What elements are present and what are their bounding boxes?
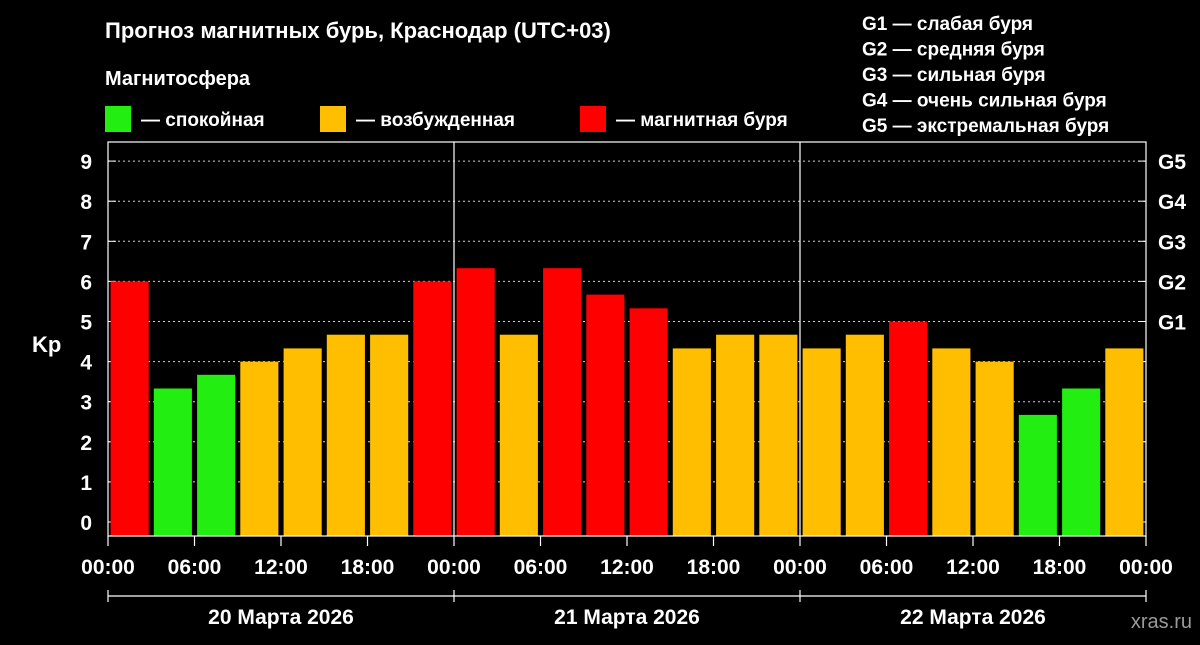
y-tick-label: 0 bbox=[80, 512, 92, 535]
x-tick-label: 00:00 bbox=[1119, 556, 1173, 579]
y-tick-label: 6 bbox=[80, 271, 92, 294]
x-tick-label: 06:00 bbox=[168, 556, 222, 579]
legend-label-storm: — магнитная буря bbox=[616, 110, 788, 131]
plot-area: 0 1 2 3 4 5 6 7 8 9 G1 G2 G3 G4 G5 00:00 06:00 12:00 18:00… bbox=[80, 141, 1186, 629]
bar-11 bbox=[586, 294, 625, 536]
bar-18 bbox=[889, 321, 928, 536]
g-legend-item: G2 — средняя буря bbox=[862, 40, 1045, 61]
y-tick-label: 8 bbox=[80, 191, 92, 214]
legend-swatch-calm bbox=[105, 106, 131, 132]
x-tick-label: 12:00 bbox=[600, 556, 654, 579]
g-tick-label: G2 bbox=[1158, 271, 1186, 294]
x-tick-label: 12:00 bbox=[946, 556, 1000, 579]
g-legend-item: G4 — очень сильная буря bbox=[862, 91, 1107, 112]
g-tick-label: G4 bbox=[1158, 191, 1186, 214]
x-tick-label: 00:00 bbox=[773, 556, 827, 579]
legend-label-calm: — спокойная bbox=[141, 110, 265, 131]
legend-label-excited: — возбужденная bbox=[356, 110, 515, 131]
bar-20 bbox=[975, 361, 1014, 536]
y-tick-label: 7 bbox=[80, 231, 92, 254]
g-legend-item: G5 — экстремальная буря bbox=[862, 116, 1109, 137]
bar-2 bbox=[197, 374, 236, 536]
bar-0 bbox=[110, 281, 149, 536]
bar-8 bbox=[456, 268, 495, 536]
x-tick-label: 18:00 bbox=[341, 556, 395, 579]
g-legend-item: G1 — слабая буря bbox=[862, 14, 1033, 35]
bar-17 bbox=[845, 334, 884, 536]
x-tick-label: 12:00 bbox=[254, 556, 308, 579]
g-legend-item: G3 — сильная буря bbox=[862, 65, 1046, 86]
y-tick-label: 5 bbox=[80, 312, 92, 335]
x-tick-label: 00:00 bbox=[427, 556, 481, 579]
y-axis-label: Kp bbox=[32, 332, 61, 357]
bar-3 bbox=[240, 361, 279, 536]
bar-12 bbox=[629, 308, 668, 536]
chart-title: Прогноз магнитных бурь, Краснодар (UTC+0… bbox=[105, 18, 611, 43]
bar-19 bbox=[932, 348, 971, 536]
state-legend: — спокойная — возбужденная — магнитная бур… bbox=[105, 106, 788, 132]
x-tick-label: 18:00 bbox=[1033, 556, 1087, 579]
day-label: 21 Марта 2026 bbox=[554, 606, 700, 629]
watermark: xras.ru bbox=[1131, 611, 1192, 633]
bar-9 bbox=[499, 334, 538, 536]
g-scale-legend: G1 — слабая буря G2 — средняя буря G3 — си… bbox=[862, 14, 1109, 137]
y-tick-label: 3 bbox=[80, 392, 92, 415]
g-tick-label: G3 bbox=[1158, 231, 1186, 254]
g-tick-label: G5 bbox=[1158, 151, 1186, 174]
day-label: 22 Марта 2026 bbox=[900, 606, 1046, 629]
y-tick-label: 1 bbox=[80, 472, 92, 495]
bar-16 bbox=[802, 348, 841, 536]
day-label: 20 Марта 2026 bbox=[208, 606, 354, 629]
bar-22 bbox=[1062, 388, 1101, 536]
g-tick-label: G1 bbox=[1158, 312, 1186, 335]
bar-7 bbox=[413, 281, 452, 536]
bar-15 bbox=[759, 334, 798, 536]
bar-1 bbox=[153, 388, 192, 536]
bar-14 bbox=[716, 334, 755, 536]
bar-10 bbox=[543, 268, 582, 536]
bar-6 bbox=[370, 334, 409, 536]
x-tick-label: 06:00 bbox=[514, 556, 568, 579]
y-tick-label: 9 bbox=[80, 151, 92, 174]
x-tick-label: 18:00 bbox=[687, 556, 741, 579]
y-tick-label: 4 bbox=[80, 352, 92, 375]
y-tick-label: 2 bbox=[80, 432, 92, 455]
bar-23 bbox=[1105, 348, 1144, 536]
bar-13 bbox=[672, 348, 711, 536]
legend-swatch-storm bbox=[580, 106, 606, 132]
legend-swatch-excited bbox=[320, 106, 346, 132]
bar-5 bbox=[326, 334, 365, 536]
bar-4 bbox=[283, 348, 322, 536]
legend-title: Магнитосфера bbox=[105, 68, 251, 90]
bar-21 bbox=[1018, 414, 1057, 536]
x-tick-label: 00:00 bbox=[81, 556, 135, 579]
x-tick-label: 06:00 bbox=[860, 556, 914, 579]
